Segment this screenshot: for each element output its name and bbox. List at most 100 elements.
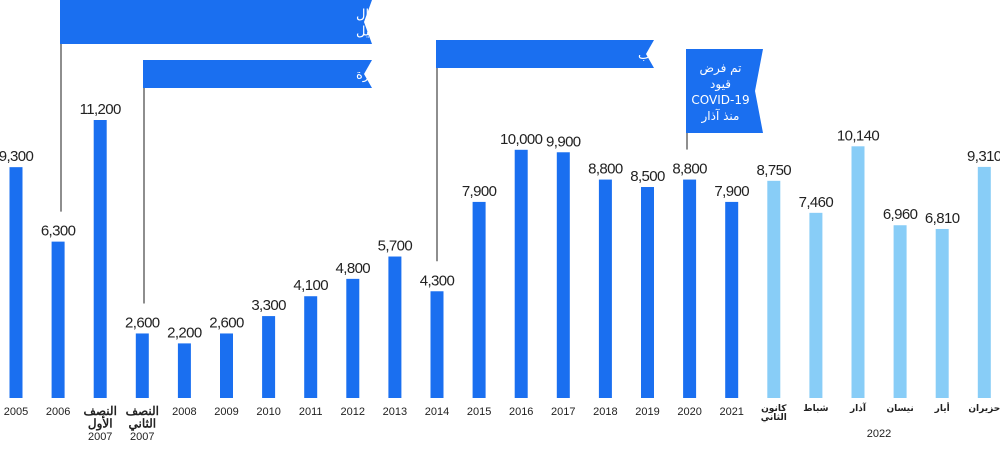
bar-10 (430, 291, 444, 398)
tick-label-11: 2015 (467, 406, 491, 418)
value-label-0: 9,300 (0, 148, 34, 165)
value-label-layer: 9,300 6,300 11,200 2,600 2,200 2,600 3,300 4,10… (0, 101, 1000, 341)
tick-label-16: 2020 (677, 406, 701, 418)
svg-text:2015: 2015 (467, 406, 491, 418)
value-label-13: 9,900 (546, 133, 581, 150)
svg-text:2013: 2013 (383, 406, 407, 418)
svg-text:2011: 2011 (299, 406, 323, 418)
value-label-19: 7,460 (799, 194, 834, 211)
value-label-10: 4,300 (420, 272, 455, 289)
value-label-11: 7,900 (462, 183, 497, 200)
value-label-21: 6,960 (883, 206, 918, 223)
value-label-17: 7,900 (714, 183, 749, 200)
value-label-3: 2,600 (125, 314, 160, 331)
svg-text:COVID-19: COVID-19 (691, 93, 749, 107)
bar-2 (93, 120, 107, 398)
svg-text:قيود: قيود (710, 77, 731, 92)
svg-text:الثاني: الثاني (761, 413, 787, 423)
svg-text:2010: 2010 (256, 406, 280, 418)
value-label-1: 6,300 (41, 223, 76, 240)
value-label-6: 3,300 (251, 297, 286, 314)
bar-18 (767, 180, 781, 398)
value-label-23: 9,310 (967, 148, 1000, 165)
bar-1 (51, 241, 65, 398)
svg-text:2007: 2007 (88, 431, 112, 443)
annotation-0: آذار 2006 -إسرائيل تتوقف عن السماح للعما… (60, 0, 608, 212)
tick-label-10: 2014 (425, 406, 449, 418)
bar-layer (9, 120, 991, 398)
bar-19 (809, 212, 823, 398)
tick-label-4: 2008 (172, 406, 196, 418)
bar-21 (893, 225, 907, 398)
tick-label-15: 2019 (635, 406, 659, 418)
svg-text:النصف: النصف (126, 404, 159, 418)
bar-4 (177, 343, 191, 398)
svg-text:2016: 2016 (509, 406, 533, 418)
svg-text:2014: 2014 (425, 406, 449, 418)
tick-label-23: حزيران (968, 404, 1000, 414)
tick-label-layer: 2005 2006 النصفالأول2007النصفالثاني2007200… (4, 402, 1000, 443)
svg-text:2019: 2019 (635, 406, 659, 418)
svg-text:نيسان: نيسان (886, 404, 913, 414)
svg-text:2018: 2018 (593, 406, 617, 418)
value-label-8: 4,800 (336, 260, 371, 277)
bar-17 (725, 201, 739, 398)
svg-text:منذ آذار: منذ آذار (701, 108, 740, 124)
tick-label-22: أيار (934, 402, 950, 414)
bar-6 (262, 316, 276, 398)
svg-text:آذار: آذار (849, 402, 867, 414)
svg-text:2008: 2008 (172, 406, 196, 418)
annotation-layer: آذار 2006 -إسرائيل تتوقف عن السماح للعما… (60, 0, 812, 304)
value-label-9: 5,700 (378, 238, 413, 255)
tick-label-13: 2017 (551, 406, 575, 418)
bar-16 (683, 179, 697, 398)
bar-9 (388, 256, 402, 398)
value-label-12: 10,000 (500, 131, 543, 148)
tick-label-0: 2005 (4, 406, 28, 418)
bar-13 (556, 152, 570, 398)
bar-22 (935, 228, 949, 398)
bar-14 (598, 179, 612, 398)
bar-3 (135, 333, 149, 398)
svg-text:2021: 2021 (719, 406, 743, 418)
svg-text:2009: 2009 (214, 406, 238, 418)
svg-text:حزيران 2007 - فرض الحصار على غ: حزيران 2007 - فرض الحصار على غزة (356, 68, 568, 83)
tick-label-5: 2009 (214, 406, 238, 418)
value-label-4: 2,200 (167, 324, 202, 341)
svg-text:كانون: كانون (761, 404, 787, 414)
svg-text:آذار 2006 -إسرائيل تتوقف عن ال: آذار 2006 -إسرائيل تتوقف عن السماح للعما… (356, 6, 608, 23)
tick-label-6: 2010 (256, 406, 280, 418)
tick-label-14: 2018 (593, 406, 617, 418)
value-label-5: 2,600 (209, 314, 244, 331)
bar-23 (977, 166, 991, 398)
tick-label-8: 2012 (341, 406, 365, 418)
svg-text:الفلسطينيين بدخول إسرائيل: الفلسطينيين بدخول إسرائيل (356, 25, 508, 40)
svg-text:تم فرض: تم فرض (699, 61, 741, 76)
bar-8 (346, 278, 360, 398)
value-label-20: 10,140 (837, 127, 880, 144)
annotation-1: حزيران 2007 - فرض الحصار على غزة (143, 60, 568, 304)
value-label-18: 8,750 (757, 162, 792, 179)
tick-label-21: نيسان (886, 404, 913, 414)
tick-label-1: 2006 (46, 406, 70, 418)
svg-text:حزيران: حزيران (968, 404, 1000, 414)
value-label-2: 11,200 (80, 101, 121, 118)
tick-label-7: 2011 (299, 406, 323, 418)
tick-label-20: آذار (849, 402, 867, 414)
svg-text:2006: 2006 (46, 406, 70, 418)
svg-text:شباط: شباط (803, 404, 828, 414)
bar-0 (9, 167, 23, 398)
svg-text:2017: 2017 (551, 406, 575, 418)
tick-label-12: 2016 (509, 406, 533, 418)
bar-12 (514, 149, 528, 398)
svg-text:الأول: الأول (88, 416, 113, 432)
svg-text:أيار: أيار (934, 402, 950, 414)
svg-text:2020: 2020 (677, 406, 701, 418)
svg-text:2012: 2012 (341, 406, 365, 418)
bar-15 (641, 187, 654, 398)
